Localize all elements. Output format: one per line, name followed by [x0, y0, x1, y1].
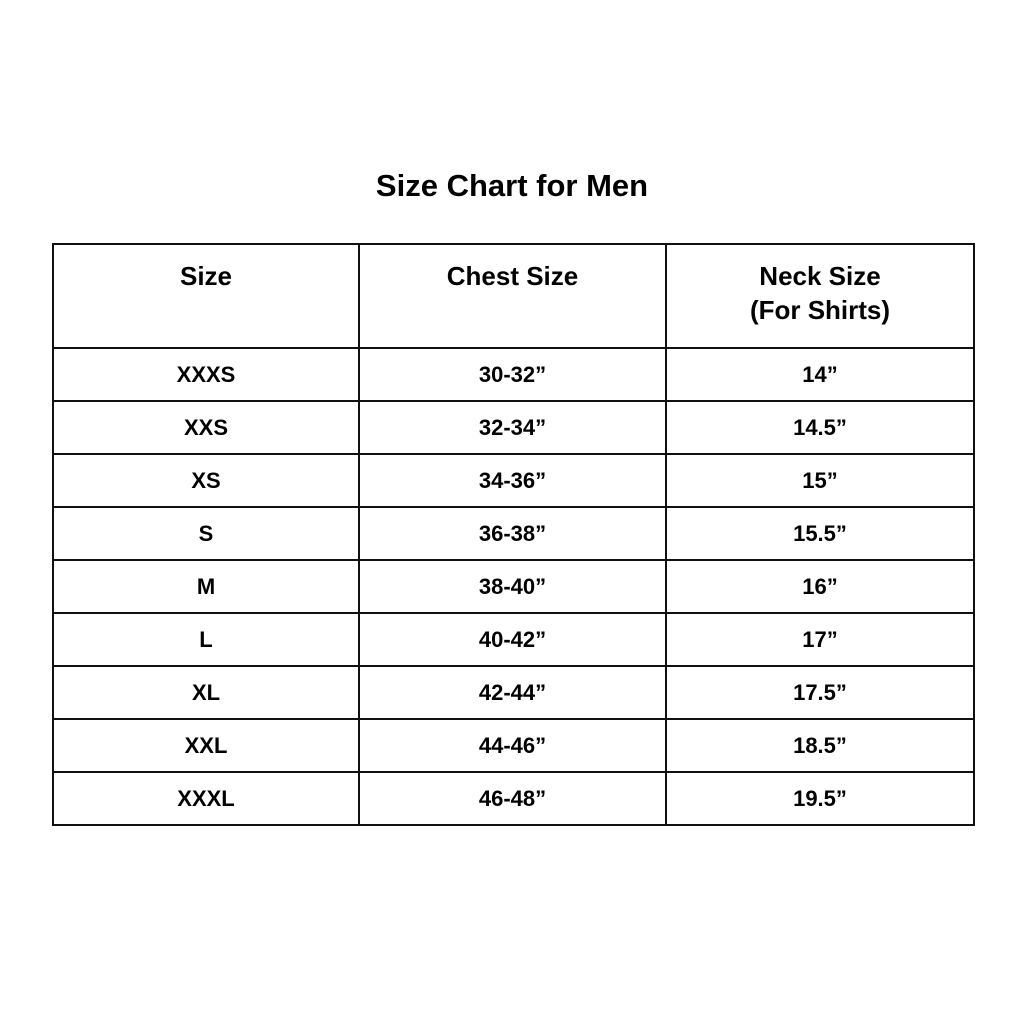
neck-size-cell: 15.5”	[665, 506, 975, 561]
chest-size-cell: 30-32”	[358, 347, 667, 402]
table-row: XXXS 30-32” 14”	[52, 347, 975, 402]
chest-size-cell: 40-42”	[358, 612, 667, 667]
chest-size-cell: 36-38”	[358, 506, 667, 561]
neck-size-cell: 15”	[665, 453, 975, 508]
page-title: Size Chart for Men	[375, 168, 649, 203]
table-row: XS 34-36” 15”	[52, 453, 975, 508]
table-row: XXXL 46-48” 19.5”	[52, 771, 975, 826]
size-cell: XXXS	[52, 347, 360, 402]
table-row: L 40-42” 17”	[52, 612, 975, 667]
size-cell: M	[52, 559, 360, 614]
size-cell: XL	[52, 665, 360, 720]
chest-size-cell: 34-36”	[358, 453, 667, 508]
table-row: XXL 44-46” 18.5”	[52, 718, 975, 773]
neck-size-cell: 14.5”	[665, 400, 975, 455]
header-row: Size Chest Size Neck Size (For Shirts)	[52, 243, 975, 349]
header-neck-size-note: (For Shirts)	[749, 295, 891, 325]
header-neck-size: Neck Size (For Shirts)	[665, 243, 975, 349]
size-cell: L	[52, 612, 360, 667]
size-table: Size Chest Size Neck Size (For Shirts) X…	[52, 243, 975, 826]
size-cell: XXS	[52, 400, 360, 455]
neck-size-cell: 14”	[665, 347, 975, 402]
neck-size-cell: 17”	[665, 612, 975, 667]
neck-size-cell: 17.5”	[665, 665, 975, 720]
header-size: Size	[52, 243, 360, 349]
neck-size-cell: 18.5”	[665, 718, 975, 773]
size-cell: XXXL	[52, 771, 360, 826]
chest-size-cell: 44-46”	[358, 718, 667, 773]
table-row: M 38-40” 16”	[52, 559, 975, 614]
table-row: S 36-38” 15.5”	[52, 506, 975, 561]
table-row: XXS 32-34” 14.5”	[52, 400, 975, 455]
chest-size-cell: 32-34”	[358, 400, 667, 455]
header-neck-size-label: Neck Size	[759, 261, 881, 291]
size-cell: S	[52, 506, 360, 561]
header-chest-size: Chest Size	[358, 243, 667, 349]
neck-size-cell: 16”	[665, 559, 975, 614]
chest-size-cell: 38-40”	[358, 559, 667, 614]
table-row: XL 42-44” 17.5”	[52, 665, 975, 720]
chest-size-cell: 46-48”	[358, 771, 667, 826]
neck-size-cell: 19.5”	[665, 771, 975, 826]
size-cell: XXL	[52, 718, 360, 773]
size-cell: XS	[52, 453, 360, 508]
chest-size-cell: 42-44”	[358, 665, 667, 720]
